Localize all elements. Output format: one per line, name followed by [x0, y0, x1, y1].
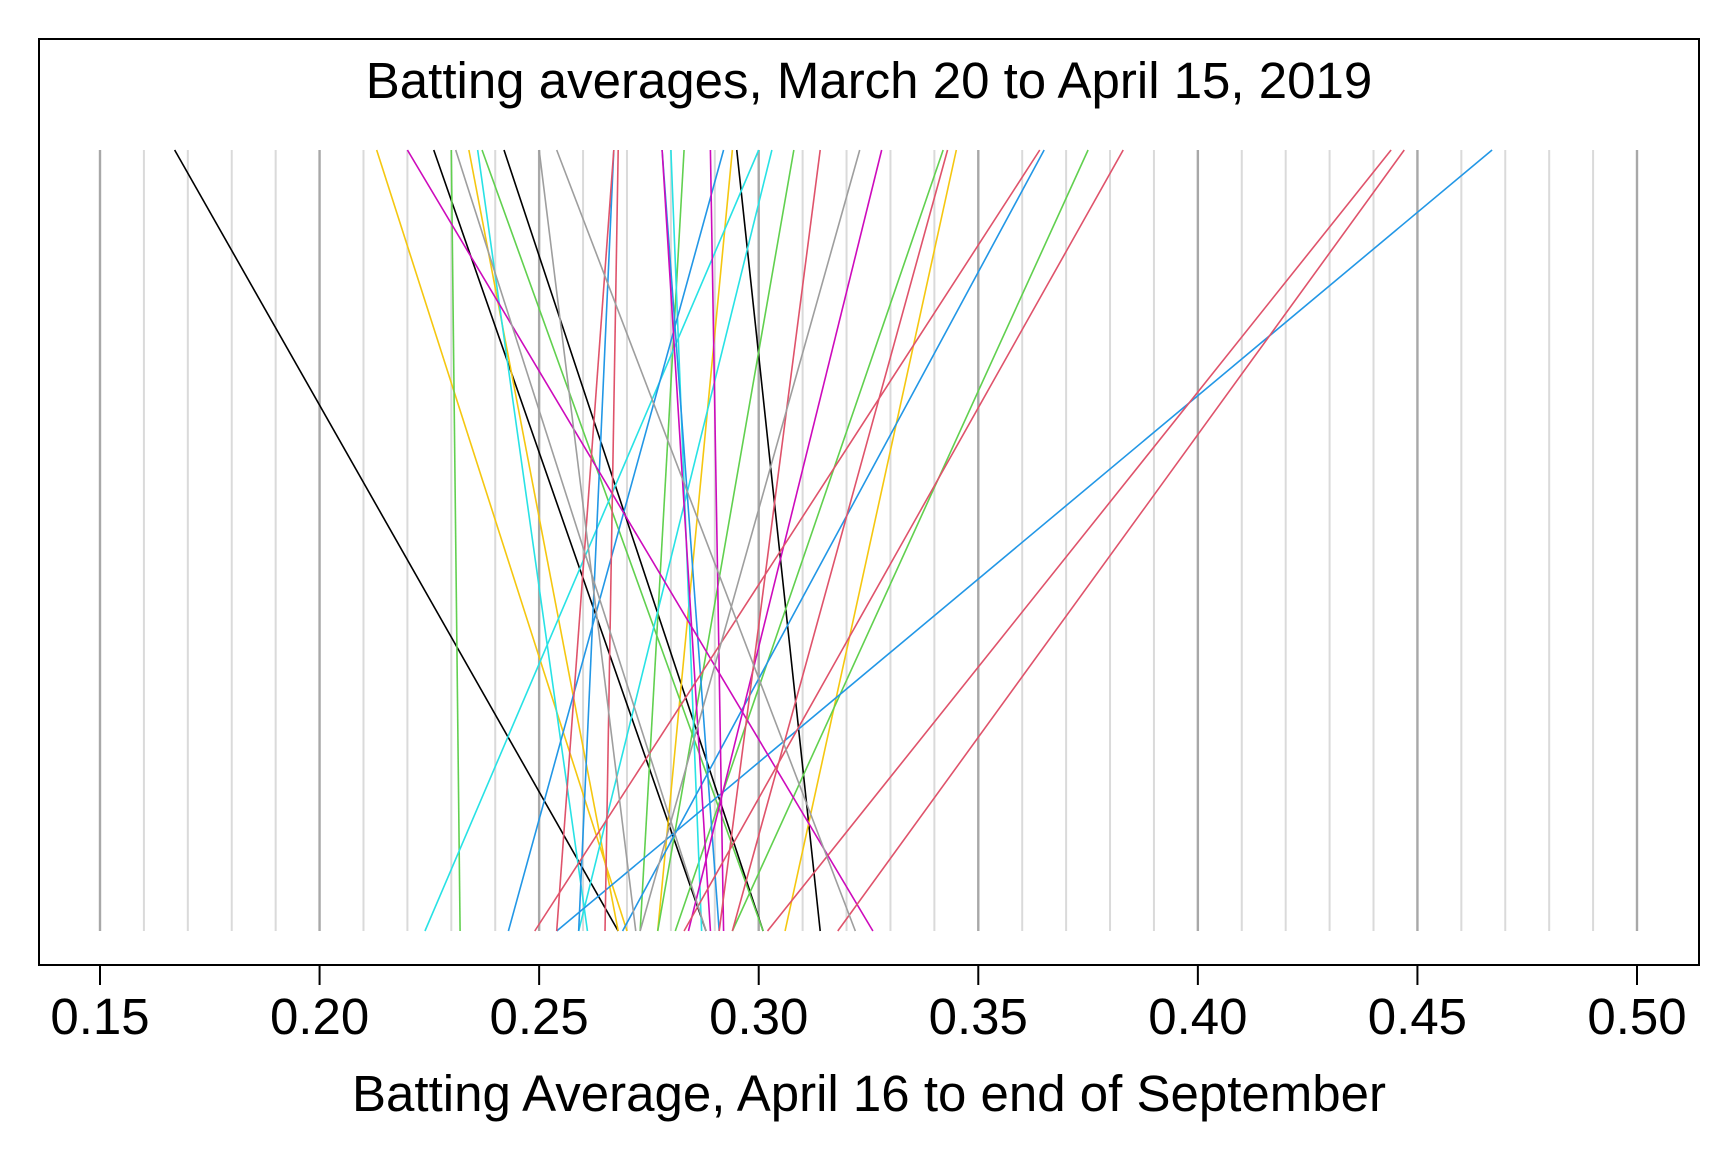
x-axis-label: Batting Average, April 16 to end of Sept… [352, 1065, 1386, 1122]
player-line-10 [481, 149, 764, 932]
player-line-17 [424, 149, 760, 932]
player-line-9 [450, 149, 461, 932]
player-line-19 [661, 149, 720, 932]
player-line-28 [555, 149, 615, 932]
grid-layer [98, 150, 1639, 931]
player-line-32 [534, 149, 1041, 932]
x-tick-label: 0.30 [709, 988, 808, 1045]
player-line-22 [621, 149, 1045, 932]
player-line-20 [507, 149, 725, 932]
x-tick-label: 0.40 [1148, 988, 1247, 1045]
player-line-12 [656, 149, 795, 932]
player-line-5 [375, 149, 628, 932]
player-line-1 [173, 149, 619, 932]
player-line-34 [766, 149, 1392, 932]
x-tick-label: 0.25 [490, 988, 589, 1045]
player-line-6 [468, 149, 619, 932]
player-line-30 [718, 149, 821, 932]
player-line-18 [577, 149, 773, 932]
player-line-39 [639, 149, 861, 932]
x-tick-label: 0.45 [1368, 988, 1467, 1045]
player-line-23 [556, 149, 1493, 932]
player-line-27 [687, 149, 883, 932]
player-line-14 [731, 149, 1089, 932]
player-line-24 [406, 149, 874, 932]
x-tick-label: 0.35 [929, 988, 1028, 1045]
player-line-33 [683, 149, 1124, 932]
player-line-25 [661, 149, 712, 932]
x-axis: 0.15 0.20 0.25 0.30 0.35 0.40 0.45 0.50 [50, 964, 1687, 1045]
player-line-15 [476, 149, 589, 932]
player-line-21 [577, 149, 615, 932]
x-tick-label: 0.50 [1587, 988, 1686, 1045]
player-line-36 [454, 149, 707, 932]
series-layer [173, 149, 1493, 932]
x-tick-label: 0.20 [270, 988, 369, 1045]
player-line-35 [837, 149, 1405, 932]
player-line-38 [538, 149, 637, 932]
chart-title: Batting averages, March 20 to April 15, … [366, 52, 1372, 109]
player-line-2 [432, 149, 707, 932]
player-line-29 [604, 149, 619, 932]
plot-frame [38, 38, 1700, 966]
player-line-37 [555, 149, 857, 932]
x-tick-label: 0.15 [50, 988, 149, 1045]
player-line-7 [656, 149, 734, 932]
player-line-31 [731, 149, 949, 932]
player-line-8 [784, 149, 958, 932]
